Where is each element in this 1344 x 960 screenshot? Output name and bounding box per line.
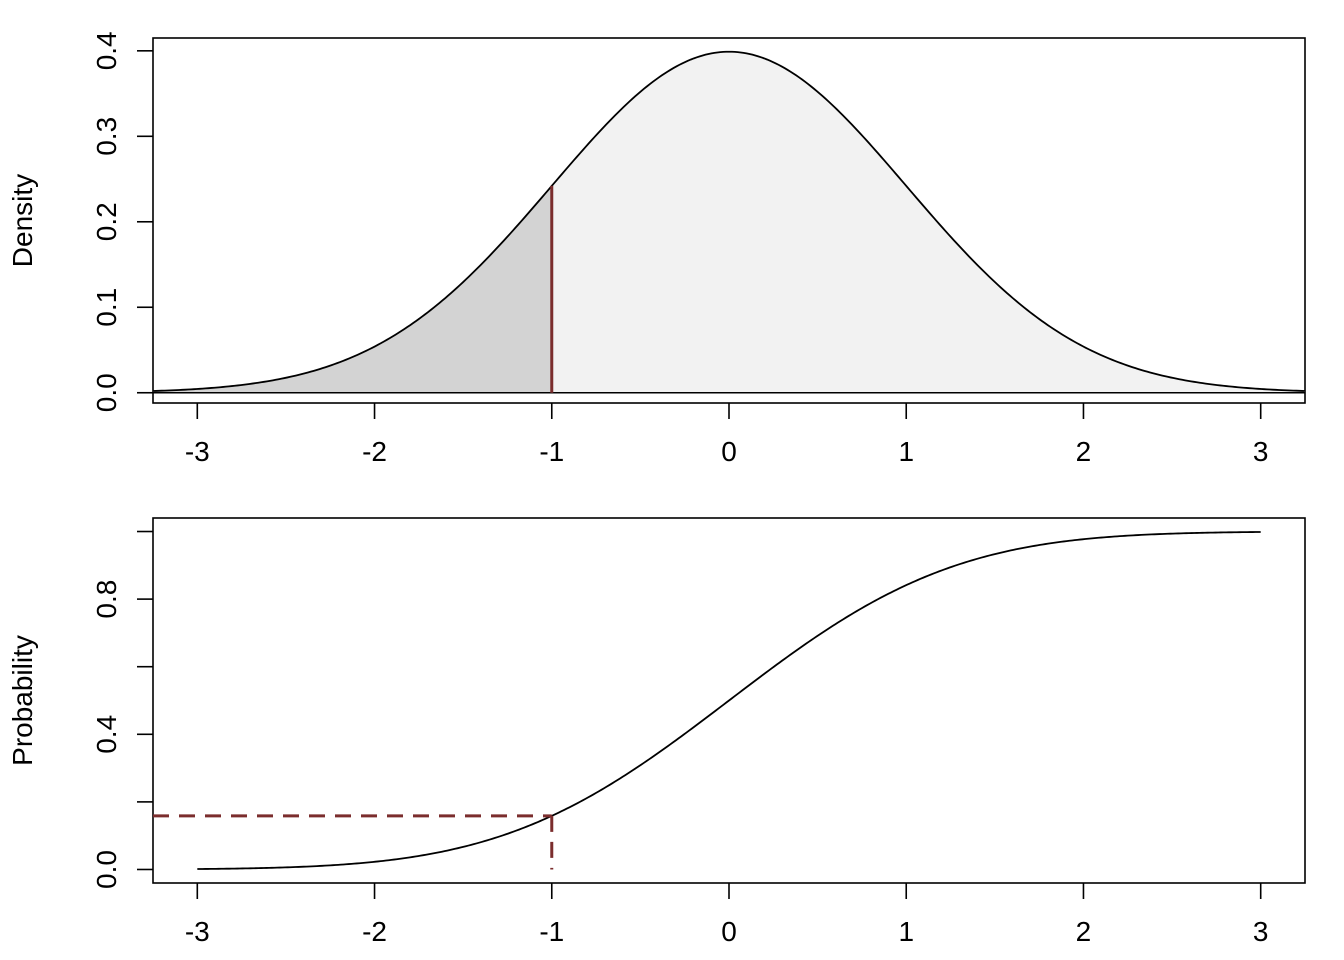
x-tick-label: 2 (1076, 916, 1092, 947)
x-tick-label: -2 (362, 436, 387, 467)
x-tick-label: 0 (721, 436, 737, 467)
density-panel: -3 -2 -1 0 1 2 3 0.0 0.1 0.2 0.3 0.4 Density (7, 31, 1306, 467)
x-tick-label: 1 (898, 916, 914, 947)
y-axis-label: Density (7, 174, 38, 267)
y-tick-label: 0.8 (91, 580, 122, 619)
x-tick-label: -1 (539, 916, 564, 947)
x-tick-label: -3 (185, 916, 210, 947)
cdf-curve (197, 531, 1261, 870)
density-area-light (153, 51, 1305, 393)
x-tick-label: 0 (721, 916, 737, 947)
x-tick-label: 1 (898, 436, 914, 467)
x-tick-label: -1 (539, 436, 564, 467)
plot-area (153, 50, 1305, 394)
x-tick-label: 3 (1253, 916, 1269, 947)
y-tick-label: 0.0 (91, 373, 122, 412)
y-tick-label: 0.3 (91, 117, 122, 156)
y-axis-label: Probability (7, 635, 38, 766)
y-tick-label: 0.4 (91, 715, 122, 754)
density-area-shaded (153, 185, 552, 393)
y-tick-label: 0.0 (91, 850, 122, 889)
density-curve (153, 50, 1305, 392)
y-tick-label: 0.4 (91, 31, 122, 70)
x-tick-label: -2 (362, 916, 387, 947)
y-tick-label: 0.1 (91, 288, 122, 327)
x-tick-label: 3 (1253, 436, 1269, 467)
cdf-panel: -3 -2 -1 0 1 2 3 0.0 0.4 0.8 Probability (7, 517, 1306, 947)
x-tick-label: -3 (185, 436, 210, 467)
y-tick-label: 0.2 (91, 202, 122, 241)
x-tick-label: 2 (1076, 436, 1092, 467)
